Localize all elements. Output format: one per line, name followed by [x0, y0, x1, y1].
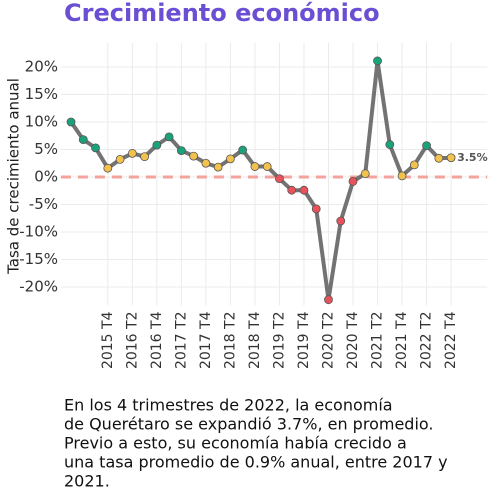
y-tick-label: -15% [19, 250, 58, 268]
y-tick-label: 20% [25, 58, 58, 76]
data-point [299, 185, 309, 195]
note-text: una tasa promedio de 0.9% anual, entre 2… [64, 453, 448, 472]
y-tick-label: 10% [25, 113, 58, 131]
note-text: Previo a esto, su economía había crecido… [64, 434, 407, 453]
note-text: En los 4 trimestres de 2022, la economía [64, 396, 393, 415]
data-point [176, 146, 186, 156]
data-point [348, 176, 358, 186]
x-tick-label: 2016 T2 [124, 312, 140, 370]
data-point [397, 171, 407, 181]
y-tick-label: -5% [29, 195, 58, 213]
x-tick-label: 2017 T4 [198, 311, 214, 369]
chart-title: Crecimiento económico [64, 0, 380, 27]
data-point [152, 140, 162, 150]
data-point [103, 163, 113, 173]
x-tick-label: 2015 T4 [100, 311, 116, 369]
data-point [140, 152, 149, 162]
data-point [287, 185, 297, 195]
y-tick-label: 15% [25, 85, 58, 103]
x-tick-label: 2017 T2 [173, 312, 189, 370]
y-tick-label: -10% [19, 223, 58, 241]
data-point [250, 162, 260, 171]
note-text: 2021. [64, 472, 110, 491]
data-point [422, 141, 431, 151]
y-axis-label: Tasa de crecimiento anual [5, 78, 23, 275]
data-point [409, 160, 419, 170]
data-point [373, 56, 382, 66]
data-point [226, 154, 235, 164]
y-tick-label: -20% [19, 278, 58, 296]
data-point [238, 145, 248, 155]
x-tick-label: 2022 T2 [419, 312, 435, 370]
x-tick-label: 2018 T4 [247, 311, 263, 369]
data-point [262, 162, 272, 171]
data-point [213, 162, 223, 172]
data-point [127, 148, 137, 158]
data-point [385, 140, 395, 149]
data-label: 3.5% [457, 151, 488, 164]
x-tick-label: 2020 T4 [345, 311, 361, 369]
data-point [201, 158, 211, 168]
series-line [69, 58, 452, 302]
data-point [164, 132, 174, 142]
x-tick-label: 2020 T2 [320, 312, 336, 370]
data-point [115, 154, 125, 164]
note-text: de Querétaro se expandió 3.7%, en promed… [64, 415, 433, 434]
data-point [275, 174, 284, 184]
x-tick-label: 2022 T4 [443, 311, 459, 369]
x-tick-label: 2019 T4 [296, 311, 312, 369]
data-point [434, 153, 444, 163]
y-tick-label: 5% [34, 140, 58, 158]
data-point [311, 204, 321, 214]
x-tick-label: 2021 T2 [370, 312, 386, 370]
data-point [189, 151, 199, 161]
data-point [78, 135, 88, 145]
x-tick-label: 2016 T4 [149, 311, 165, 369]
x-tick-label: 2021 T4 [394, 311, 410, 369]
y-tick-label: 0% [34, 168, 58, 186]
data-point [446, 153, 456, 163]
data-point [66, 117, 76, 127]
data-point [360, 169, 370, 179]
data-point [336, 216, 346, 226]
data-point [91, 143, 100, 153]
x-tick-label: 2019 T2 [271, 312, 287, 370]
data-point [324, 295, 333, 305]
x-tick-label: 2018 T2 [222, 312, 238, 370]
